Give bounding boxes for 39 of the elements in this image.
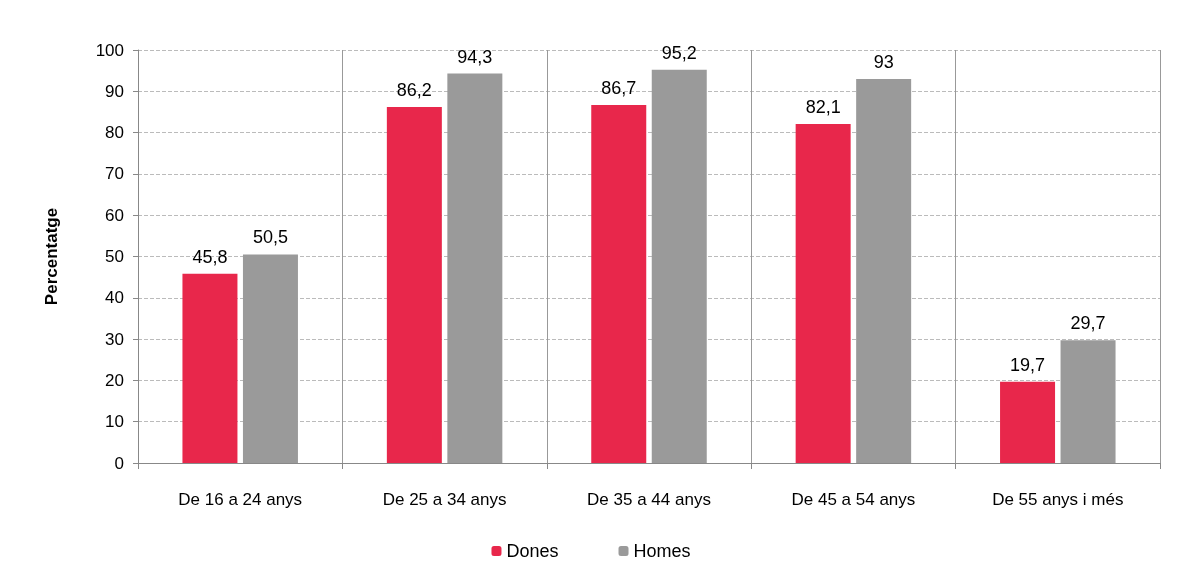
legend-label: Homes <box>633 541 691 561</box>
data-label: 86,7 <box>601 77 637 98</box>
x-tick-label: De 25 a 34 anys <box>382 490 507 509</box>
data-label: 45,8 <box>192 246 228 267</box>
x-tick-label: De 16 a 24 anys <box>178 490 303 509</box>
bar <box>1060 340 1116 463</box>
data-label: 95,2 <box>661 42 697 63</box>
data-label: 94,3 <box>457 46 493 67</box>
legend-label: Dones <box>506 541 559 561</box>
y-tick-label: 90 <box>105 81 124 101</box>
bar <box>591 104 647 463</box>
data-label: 50,5 <box>252 227 288 248</box>
x-tick-label: De 45 a 54 anys <box>791 490 916 509</box>
y-tick-label: 60 <box>105 205 124 225</box>
bar <box>651 69 707 463</box>
y-tick-label: 0 <box>114 453 124 473</box>
y-tick-label: 10 <box>105 412 124 432</box>
bar <box>182 273 238 463</box>
data-label: 86,2 <box>396 79 432 100</box>
data-label: 29,7 <box>1070 313 1106 334</box>
y-axis-title: Percentatge <box>42 207 61 306</box>
bar <box>386 106 442 463</box>
y-tick-label: 100 <box>95 40 124 60</box>
data-label: 19,7 <box>1010 354 1046 375</box>
x-tick-label: De 35 a 44 anys <box>587 490 711 509</box>
bar <box>795 123 851 463</box>
y-tick-label: 70 <box>105 164 124 184</box>
y-tick-label: 30 <box>105 329 124 349</box>
y-tick-label: 80 <box>105 123 124 143</box>
x-tick-label: De 55 anys i més <box>992 490 1124 509</box>
y-tick-label: 40 <box>105 288 124 308</box>
bar <box>447 73 503 463</box>
bar <box>1000 381 1056 463</box>
data-label: 82,1 <box>805 96 841 117</box>
bar <box>856 78 912 463</box>
y-tick-label: 20 <box>105 370 124 390</box>
data-label: 93 <box>873 51 894 72</box>
y-tick-label: 50 <box>105 247 124 266</box>
bar <box>242 254 298 463</box>
